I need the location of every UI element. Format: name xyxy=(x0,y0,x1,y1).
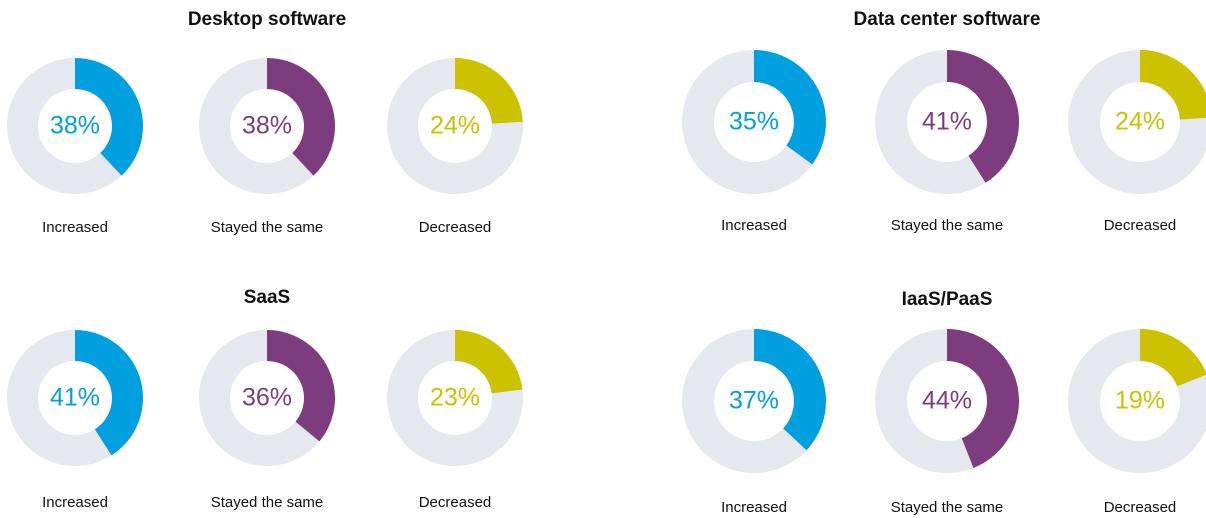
category-label: Increased xyxy=(42,219,108,236)
value-label: 35% xyxy=(729,108,779,136)
donut-segment xyxy=(75,58,144,176)
chart-title: IaaS/PaaS xyxy=(902,289,993,310)
donut-segment xyxy=(754,50,826,165)
chart-title: Data center software xyxy=(854,9,1041,30)
value-label: 24% xyxy=(1115,108,1165,136)
donut-segment xyxy=(455,57,523,124)
value-label: 36% xyxy=(242,384,292,412)
donut-segment xyxy=(947,329,1019,468)
donut-segment xyxy=(754,329,826,451)
category-label: Stayed the same xyxy=(211,494,324,511)
value-label: 38% xyxy=(50,112,100,140)
value-label: 24% xyxy=(430,112,480,140)
donut-segment xyxy=(947,50,1019,183)
donut-segment xyxy=(267,58,335,176)
chart-title: Desktop software xyxy=(188,9,346,30)
value-label: 38% xyxy=(242,112,292,140)
category-label: Increased xyxy=(42,494,108,511)
value-label: 41% xyxy=(922,108,972,136)
donut-segment xyxy=(455,330,523,394)
category-label: Stayed the same xyxy=(891,217,1004,234)
category-label: Stayed the same xyxy=(891,499,1004,516)
category-label: Stayed the same xyxy=(211,219,324,236)
category-label: Increased xyxy=(721,217,787,234)
value-label: 41% xyxy=(50,384,100,412)
value-label: 44% xyxy=(922,387,972,415)
chart-title: SaaS xyxy=(244,287,290,308)
donut-segment xyxy=(1140,50,1206,120)
value-label: 19% xyxy=(1115,387,1165,415)
category-label: Decreased xyxy=(419,494,492,511)
category-label: Decreased xyxy=(1104,499,1177,516)
category-label: Decreased xyxy=(1104,217,1177,234)
category-label: Increased xyxy=(721,499,787,516)
category-label: Decreased xyxy=(419,219,492,236)
value-label: 23% xyxy=(430,384,480,412)
donut-segment xyxy=(267,330,335,442)
value-label: 37% xyxy=(729,387,779,415)
donut-segment xyxy=(1140,329,1206,387)
donut-segment xyxy=(75,330,144,456)
